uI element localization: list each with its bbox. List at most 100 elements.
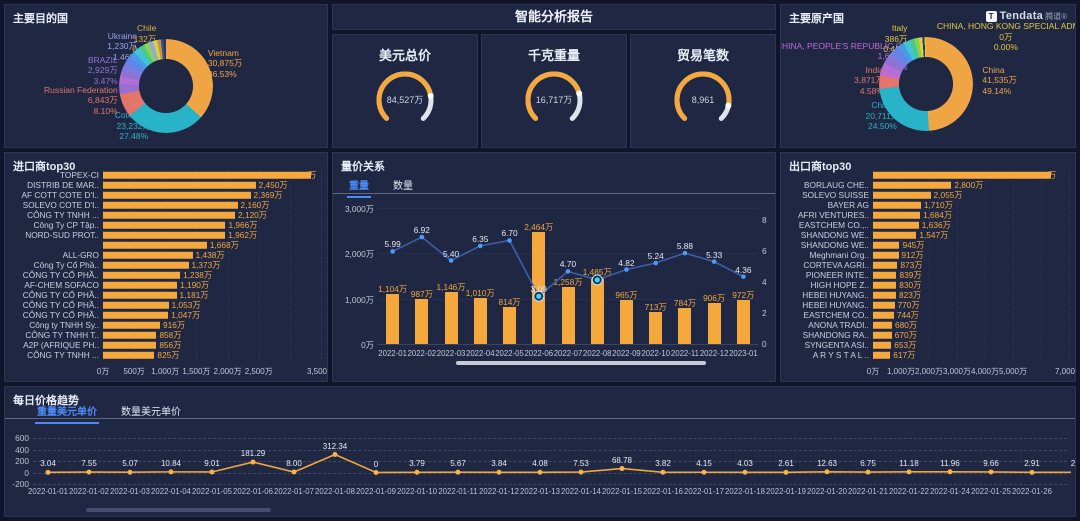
bar[interactable] bbox=[873, 231, 917, 239]
bar[interactable] bbox=[873, 271, 897, 279]
destination-donut-ring[interactable] bbox=[119, 39, 213, 133]
line-point[interactable] bbox=[1029, 469, 1035, 475]
bar[interactable] bbox=[103, 341, 157, 349]
bar[interactable] bbox=[873, 211, 921, 219]
line-point[interactable] bbox=[419, 234, 425, 240]
bar[interactable] bbox=[736, 299, 750, 344]
bar[interactable] bbox=[415, 299, 429, 344]
bar[interactable] bbox=[873, 281, 897, 289]
line-point[interactable] bbox=[578, 469, 584, 475]
bar[interactable] bbox=[678, 308, 692, 344]
daily-price-line[interactable] bbox=[33, 433, 1071, 489]
line-point[interactable] bbox=[660, 469, 666, 475]
bar[interactable] bbox=[103, 351, 155, 359]
line-point[interactable] bbox=[332, 452, 338, 458]
bar[interactable] bbox=[103, 271, 181, 279]
line-point[interactable] bbox=[742, 469, 748, 475]
bar[interactable] bbox=[103, 261, 189, 269]
bar[interactable] bbox=[873, 241, 900, 249]
bar[interactable] bbox=[873, 331, 892, 339]
line-point[interactable] bbox=[1070, 470, 1072, 475]
price-volume-scrollbar[interactable] bbox=[456, 361, 706, 365]
bar[interactable] bbox=[103, 291, 177, 299]
bar[interactable] bbox=[707, 302, 721, 344]
tab-quantity[interactable]: 数量 bbox=[393, 181, 413, 192]
line-point[interactable] bbox=[86, 469, 92, 475]
line-point[interactable] bbox=[455, 469, 461, 475]
origin-donut-ring[interactable] bbox=[879, 37, 973, 131]
line-point[interactable] bbox=[390, 249, 395, 254]
bar[interactable] bbox=[103, 171, 312, 179]
line-point[interactable] bbox=[701, 469, 707, 475]
daily-price-scrollbar[interactable] bbox=[86, 508, 271, 512]
line-point[interactable] bbox=[619, 466, 625, 472]
bar[interactable] bbox=[103, 281, 178, 289]
bar[interactable] bbox=[503, 307, 517, 344]
line-point[interactable] bbox=[250, 459, 256, 465]
bar[interactable] bbox=[873, 321, 893, 329]
line-point[interactable] bbox=[537, 469, 543, 475]
line-point[interactable] bbox=[824, 469, 830, 475]
gauge[interactable]: 8,961 bbox=[665, 66, 741, 134]
line-point[interactable] bbox=[507, 238, 512, 243]
bar[interactable] bbox=[649, 311, 663, 344]
bar[interactable] bbox=[619, 300, 633, 344]
line-point[interactable] bbox=[45, 469, 51, 475]
tab-weight[interactable]: 重量 bbox=[347, 177, 371, 198]
bar[interactable] bbox=[103, 241, 207, 249]
bar[interactable] bbox=[103, 221, 226, 229]
line-point[interactable] bbox=[988, 469, 994, 475]
line-point[interactable] bbox=[373, 470, 379, 475]
line-point[interactable] bbox=[741, 274, 746, 279]
bar[interactable] bbox=[873, 341, 892, 349]
bar[interactable] bbox=[103, 191, 251, 199]
bar[interactable] bbox=[103, 181, 256, 189]
bar[interactable] bbox=[873, 261, 898, 269]
bar[interactable] bbox=[444, 292, 458, 344]
bar[interactable] bbox=[103, 231, 226, 239]
bar[interactable] bbox=[103, 321, 161, 329]
line-point[interactable] bbox=[711, 259, 717, 264]
bar[interactable] bbox=[873, 301, 895, 309]
bar[interactable] bbox=[561, 286, 575, 344]
line-point[interactable] bbox=[291, 469, 297, 475]
bar[interactable] bbox=[873, 221, 919, 229]
line-point[interactable] bbox=[127, 469, 133, 475]
bar[interactable] bbox=[873, 201, 921, 209]
bar[interactable] bbox=[103, 331, 157, 339]
line-point[interactable] bbox=[448, 258, 454, 263]
bar[interactable] bbox=[873, 311, 894, 319]
bar[interactable] bbox=[532, 232, 546, 344]
bar[interactable] bbox=[103, 201, 238, 209]
line-point[interactable] bbox=[906, 469, 912, 475]
bar[interactable] bbox=[873, 351, 891, 359]
bar[interactable] bbox=[473, 298, 487, 344]
bar[interactable] bbox=[103, 301, 169, 309]
bar[interactable] bbox=[873, 171, 1052, 179]
line-point[interactable] bbox=[414, 469, 420, 475]
line-point[interactable] bbox=[496, 469, 502, 475]
line-point[interactable] bbox=[653, 260, 658, 266]
gauge[interactable]: 84,527万 bbox=[367, 66, 443, 134]
line-point[interactable] bbox=[168, 469, 174, 475]
bar[interactable] bbox=[103, 211, 236, 219]
line-point[interactable] bbox=[865, 469, 871, 475]
line-point[interactable] bbox=[478, 243, 483, 249]
bar[interactable] bbox=[873, 251, 899, 259]
line-point[interactable] bbox=[682, 250, 688, 256]
bar[interactable] bbox=[873, 191, 931, 199]
line-point[interactable] bbox=[624, 267, 629, 272]
line-point[interactable] bbox=[209, 469, 215, 475]
tab-quantity-usd-unit-price[interactable]: 数量美元单价 bbox=[121, 407, 181, 418]
bar[interactable] bbox=[873, 291, 897, 299]
tab-weight-usd-unit-price[interactable]: 重量美元单价 bbox=[35, 403, 99, 424]
line-point[interactable] bbox=[783, 469, 789, 475]
bar[interactable] bbox=[103, 251, 193, 259]
bar[interactable] bbox=[590, 276, 604, 344]
bar[interactable] bbox=[386, 293, 400, 344]
bar[interactable] bbox=[873, 181, 952, 189]
bar[interactable] bbox=[103, 311, 169, 319]
gauge[interactable]: 16,717万 bbox=[516, 66, 592, 134]
line-point[interactable] bbox=[947, 469, 953, 475]
line-point[interactable] bbox=[565, 269, 571, 274]
